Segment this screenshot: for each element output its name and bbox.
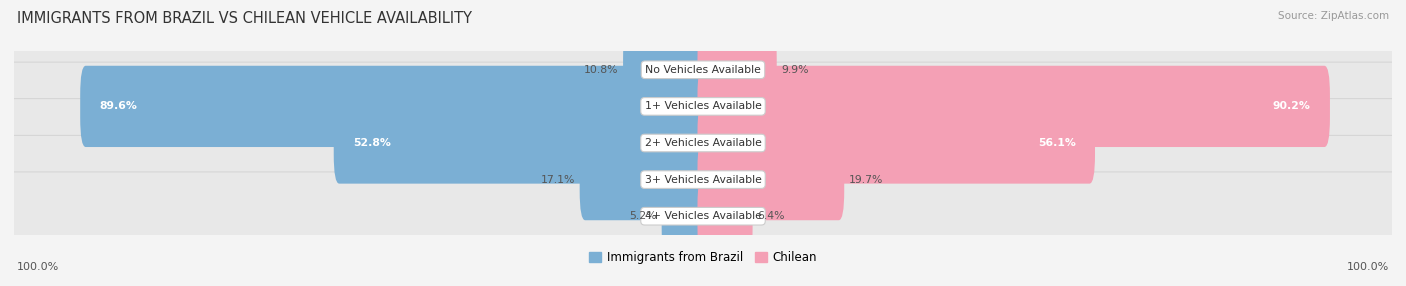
Text: 3+ Vehicles Available: 3+ Vehicles Available: [644, 175, 762, 184]
FancyBboxPatch shape: [697, 139, 844, 220]
Text: 5.2%: 5.2%: [630, 211, 657, 221]
FancyBboxPatch shape: [8, 62, 1398, 151]
Text: 17.1%: 17.1%: [540, 175, 575, 184]
Text: 1+ Vehicles Available: 1+ Vehicles Available: [644, 102, 762, 111]
FancyBboxPatch shape: [333, 102, 709, 184]
FancyBboxPatch shape: [80, 66, 709, 147]
Text: 56.1%: 56.1%: [1038, 138, 1076, 148]
Text: 100.0%: 100.0%: [1347, 262, 1389, 272]
FancyBboxPatch shape: [8, 172, 1398, 261]
FancyBboxPatch shape: [579, 139, 709, 220]
Legend: Immigrants from Brazil, Chilean: Immigrants from Brazil, Chilean: [585, 247, 821, 269]
FancyBboxPatch shape: [697, 66, 1330, 147]
Text: 19.7%: 19.7%: [849, 175, 883, 184]
Text: 10.8%: 10.8%: [583, 65, 619, 75]
Text: 4+ Vehicles Available: 4+ Vehicles Available: [644, 211, 762, 221]
Text: Source: ZipAtlas.com: Source: ZipAtlas.com: [1278, 11, 1389, 21]
Text: 9.9%: 9.9%: [782, 65, 808, 75]
Text: 100.0%: 100.0%: [17, 262, 59, 272]
Text: 52.8%: 52.8%: [353, 138, 391, 148]
FancyBboxPatch shape: [697, 102, 1095, 184]
FancyBboxPatch shape: [662, 176, 709, 257]
FancyBboxPatch shape: [697, 176, 752, 257]
Text: 6.4%: 6.4%: [758, 211, 785, 221]
Text: 2+ Vehicles Available: 2+ Vehicles Available: [644, 138, 762, 148]
FancyBboxPatch shape: [623, 29, 709, 110]
Text: 89.6%: 89.6%: [100, 102, 138, 111]
FancyBboxPatch shape: [8, 135, 1398, 224]
FancyBboxPatch shape: [8, 25, 1398, 114]
FancyBboxPatch shape: [697, 29, 776, 110]
Text: No Vehicles Available: No Vehicles Available: [645, 65, 761, 75]
FancyBboxPatch shape: [8, 99, 1398, 187]
Text: 90.2%: 90.2%: [1272, 102, 1310, 111]
Text: IMMIGRANTS FROM BRAZIL VS CHILEAN VEHICLE AVAILABILITY: IMMIGRANTS FROM BRAZIL VS CHILEAN VEHICL…: [17, 11, 472, 26]
